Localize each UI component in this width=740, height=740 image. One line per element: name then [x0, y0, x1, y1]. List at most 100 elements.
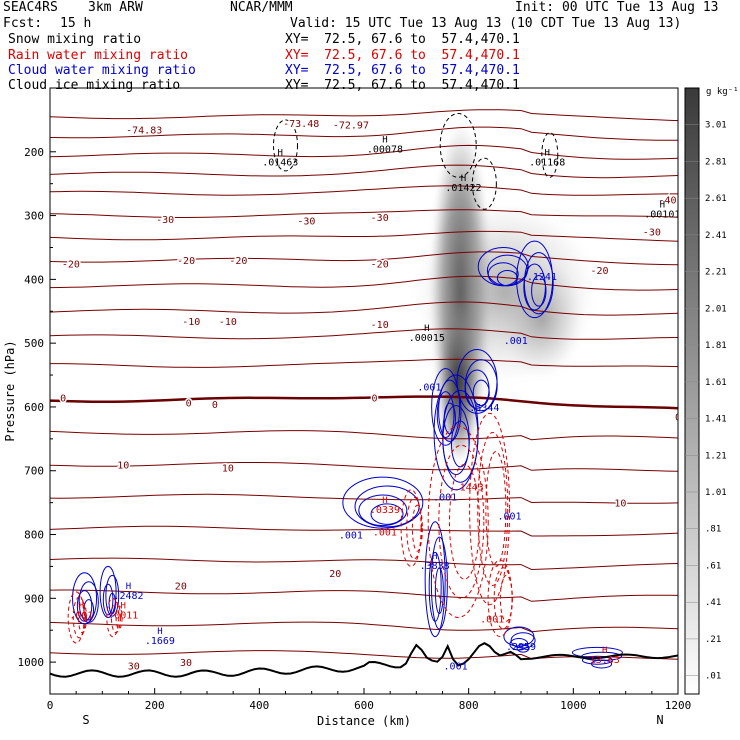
cloud-ice-contour: [541, 132, 559, 178]
legend-cloudwater-xy: XY= 72.5, 67.6 to 57.4,470.1: [285, 63, 520, 78]
field-value-label: .001: [444, 661, 468, 672]
field-value-label: .2482: [113, 591, 143, 602]
field-value-label: .00015: [409, 333, 445, 344]
isotherm-line: [50, 328, 678, 340]
y-axis-title: Pressure (hPa): [3, 340, 17, 441]
rain-water-contour: [115, 605, 123, 630]
cloud-water-contour: [436, 391, 455, 439]
cloud-water-contour: [428, 551, 442, 622]
isotherm-label: 0: [675, 413, 681, 424]
y-tick-label: 700: [24, 465, 44, 478]
isotherm-line: [50, 109, 678, 122]
colorbar-level-label: 1.21: [705, 451, 727, 461]
legend-snow-xy: XY= 72.5, 67.6 to 57.4,470.1: [285, 32, 520, 47]
legend-cloudwater: Cloud water mixing ratio: [8, 63, 196, 78]
isotherm-label: 30: [128, 661, 140, 672]
field-value-label: .001: [480, 615, 504, 626]
colorbar-level-label: .41: [705, 598, 721, 608]
y-tick-label: 200: [24, 146, 44, 159]
field-value-label: .1443: [454, 483, 484, 494]
cloud-water-contour: [450, 420, 470, 468]
cloud-water-contour: [581, 655, 613, 665]
field-value-label: .0339: [370, 505, 400, 516]
max-marker: H: [432, 552, 437, 562]
field-value-label: 13.63: [590, 655, 620, 666]
field-value-label: .00101: [644, 210, 680, 221]
legend-cloudice-xy: XY= 72.5, 67.6 to 57.4,470.1: [285, 78, 520, 93]
init-label: Init: 00 UTC Tue 13 Aug 13: [515, 0, 719, 15]
project-label: SEAC4RS: [3, 0, 58, 15]
colorbar-level-label: 2.01: [705, 304, 727, 314]
isotherm-label: -40: [659, 196, 677, 207]
isotherm-line: [50, 275, 678, 291]
isotherm-label: 20: [175, 582, 187, 593]
max-marker: H: [121, 601, 126, 611]
cloud-water-contour: [424, 521, 446, 638]
y-tick-label: 900: [24, 592, 44, 605]
x-tick-label: 1200: [665, 699, 692, 712]
isotherm-line: [50, 525, 678, 537]
cloud-water-contour: [102, 583, 114, 616]
colorbar-level-label: 2.81: [705, 157, 727, 167]
cloud-water-contour: [516, 643, 530, 653]
isotherm-line: [50, 358, 678, 368]
isotherm-label: -72.97: [333, 120, 369, 131]
field-value-label: .1669: [145, 636, 175, 647]
cloud-water-contour: [99, 565, 117, 618]
max-marker: H: [126, 582, 131, 592]
rain-water-contour: [427, 425, 489, 618]
max-marker: H: [660, 201, 665, 211]
field-value-label: .001: [433, 492, 457, 503]
y-tick-label: 600: [24, 401, 44, 414]
cloud-water-contour: [83, 599, 95, 621]
field-value-label: .01463: [262, 157, 298, 168]
x-endpoint-south: S: [82, 713, 89, 727]
valid-label: Valid: 15 UTC Tue 13 Aug 13 (10 CDT Tue …: [290, 16, 682, 31]
plot-frame: [49, 87, 679, 695]
isotherm-line: [50, 430, 678, 441]
rain-water-contour: [406, 497, 423, 560]
rain-water-contour: [485, 451, 507, 567]
isotherm-label: -30: [643, 228, 661, 239]
isotherm-line: [50, 557, 678, 571]
isotherm-label: -30: [371, 213, 389, 224]
x-tick-label: 400: [249, 699, 269, 712]
rain-water-contour: [106, 597, 120, 638]
max-marker: H: [602, 646, 607, 656]
field-value-label: .5344: [469, 403, 499, 414]
max-marker: H: [278, 148, 283, 158]
rain-water-contour: [499, 574, 513, 622]
field-value-label: .2959: [506, 642, 536, 653]
cloud-water-contour: [487, 262, 519, 287]
isotherm-label: -74.83: [126, 125, 162, 136]
legend-rain-xy: XY= 72.5, 67.6 to 57.4,470.1: [285, 48, 520, 63]
field-value-label: .001: [373, 527, 397, 538]
max-marker: H: [157, 627, 162, 637]
isotherm-label: -30: [156, 215, 174, 226]
isotherm-label: 10: [117, 460, 129, 471]
isotherm-label: 30: [180, 658, 192, 669]
isotherm-line: [50, 621, 678, 633]
y-tick-label: 500: [24, 337, 44, 350]
max-marker: H: [544, 148, 549, 158]
isotherm-label: -20: [62, 259, 80, 270]
rain-water-contour: [438, 444, 485, 599]
colorbar-level-label: 2.41: [705, 231, 727, 241]
colorbar-level-label: 1.61: [705, 378, 727, 388]
isotherm-label: -20: [590, 266, 608, 277]
legend-snow: Snow mixing ratio: [8, 32, 142, 47]
colorbar: [684, 87, 700, 695]
isotherm-line: [50, 126, 678, 141]
isotherm-line: [50, 209, 678, 218]
rain-water-contour: [67, 591, 85, 644]
isotherm-label: -20: [177, 256, 195, 267]
isotherm-label: 0: [186, 398, 192, 409]
fcst-label: Fcst:: [3, 16, 43, 31]
isotherm-line: [50, 164, 678, 179]
cloud-water-contour: [370, 503, 404, 525]
isotherm-line: [50, 144, 678, 160]
model-label: 3km ARW: [88, 0, 143, 15]
max-marker: H: [382, 496, 387, 506]
colorbar-level-label: 1.81: [705, 341, 727, 351]
max-marker: H: [79, 601, 84, 611]
